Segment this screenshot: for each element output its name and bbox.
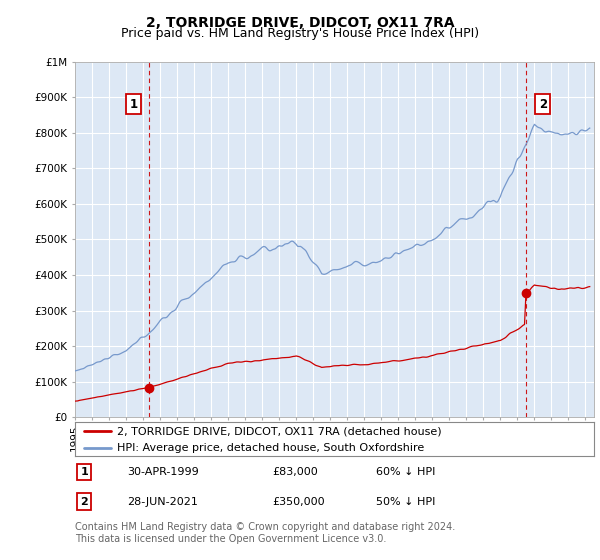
Text: 2, TORRIDGE DRIVE, DIDCOT, OX11 7RA (detached house): 2, TORRIDGE DRIVE, DIDCOT, OX11 7RA (det… — [116, 426, 441, 436]
Text: £83,000: £83,000 — [272, 467, 318, 477]
Text: 2, TORRIDGE DRIVE, DIDCOT, OX11 7RA: 2, TORRIDGE DRIVE, DIDCOT, OX11 7RA — [146, 16, 454, 30]
Text: 1: 1 — [130, 98, 137, 111]
Text: £350,000: £350,000 — [272, 497, 325, 507]
Text: 30-APR-1999: 30-APR-1999 — [127, 467, 199, 477]
Text: 28-JUN-2021: 28-JUN-2021 — [127, 497, 198, 507]
Text: 2: 2 — [80, 497, 88, 507]
Text: 2: 2 — [539, 98, 547, 111]
Text: 50% ↓ HPI: 50% ↓ HPI — [376, 497, 436, 507]
Text: HPI: Average price, detached house, South Oxfordshire: HPI: Average price, detached house, Sout… — [116, 443, 424, 452]
Text: 1: 1 — [80, 467, 88, 477]
Text: 60% ↓ HPI: 60% ↓ HPI — [376, 467, 436, 477]
Text: Price paid vs. HM Land Registry's House Price Index (HPI): Price paid vs. HM Land Registry's House … — [121, 27, 479, 40]
Text: Contains HM Land Registry data © Crown copyright and database right 2024.
This d: Contains HM Land Registry data © Crown c… — [75, 522, 455, 544]
